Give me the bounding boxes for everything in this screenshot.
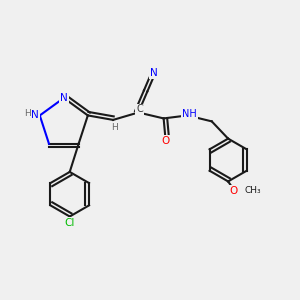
Text: H: H [111, 123, 118, 132]
Text: CH₃: CH₃ [244, 186, 261, 195]
Text: N: N [32, 110, 39, 120]
Text: Cl: Cl [64, 218, 75, 228]
Text: N: N [60, 93, 68, 103]
Text: NH: NH [182, 109, 197, 119]
Text: O: O [161, 136, 169, 146]
Text: H: H [24, 109, 31, 118]
Text: N: N [150, 68, 158, 78]
Text: O: O [229, 186, 238, 196]
Text: C: C [136, 104, 143, 115]
